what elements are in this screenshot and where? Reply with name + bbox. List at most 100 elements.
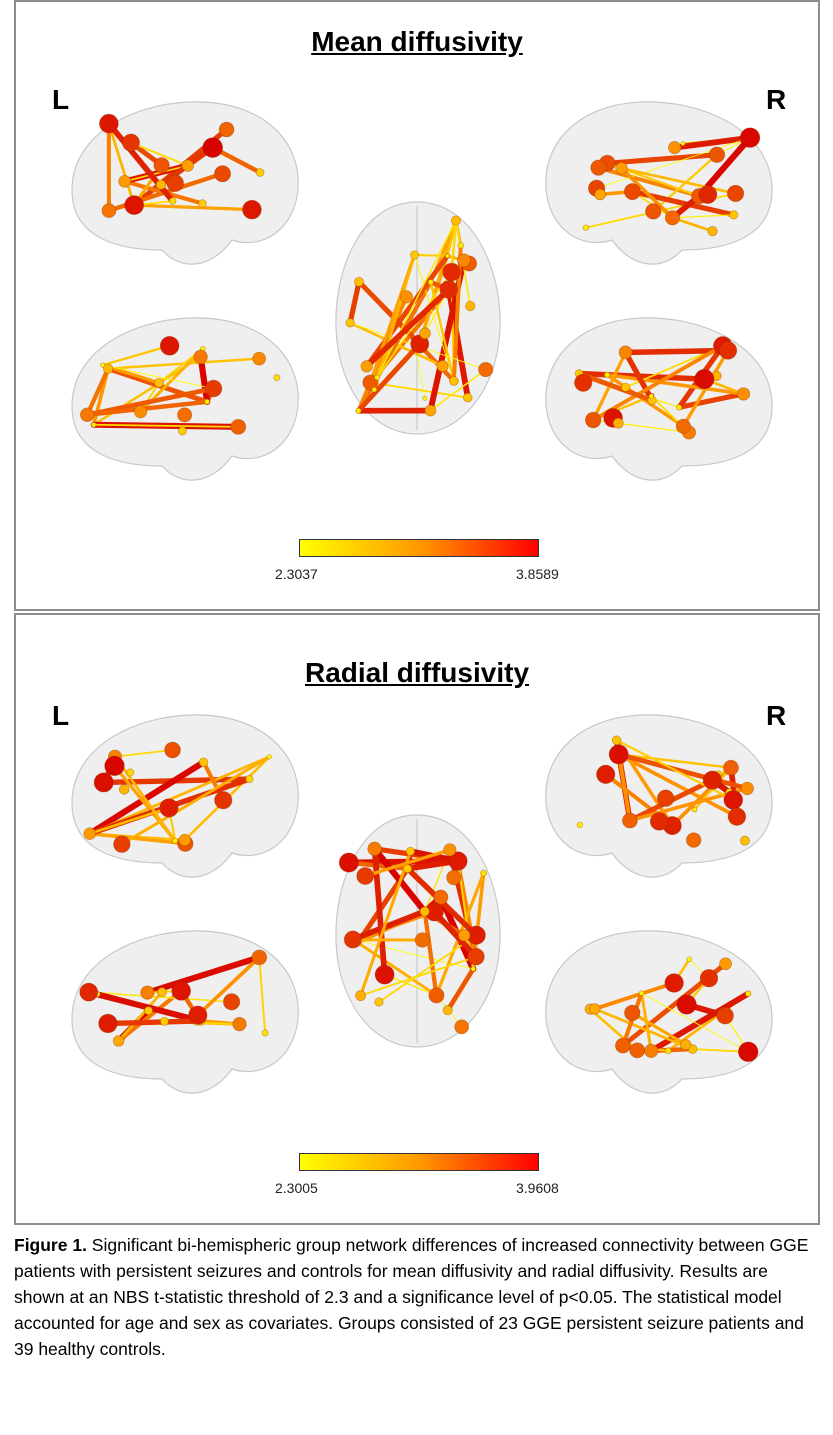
network-edge [445,966,476,1013]
network-node [675,404,683,411]
network-edge [413,253,449,257]
network-node [443,843,457,857]
network-node [480,869,488,877]
network-node [90,421,97,428]
network-edge [593,1007,694,1051]
network-edge [105,1018,204,1027]
network-node [230,418,247,435]
network-node [242,199,262,220]
brain-network-views [71,101,773,481]
network-node [374,997,384,1007]
network-node [140,985,155,1000]
network-edge [640,991,653,1053]
network-node [232,1016,247,1032]
network-edge [596,165,702,199]
network-node [362,374,379,391]
network-node [467,947,485,966]
network-edge [85,366,111,417]
network-edge [616,752,750,791]
network-node [360,360,373,373]
network-node [156,987,167,998]
network-node [686,956,693,963]
network-node [428,987,445,1004]
network-node [261,1029,269,1037]
network-edge [364,253,450,369]
network-node [367,841,382,856]
network-edge [88,991,233,1003]
colorbar-max-label: 3.9608 [516,1180,559,1196]
caption-text: Significant bi-hemispheric group network… [14,1235,809,1359]
network-node [222,993,241,1011]
network-node [457,253,471,268]
network-node [457,929,471,942]
axial-network [338,841,488,1035]
network-node [439,280,459,299]
network-node [594,188,606,201]
network-edge [422,909,439,998]
network-node [399,290,413,304]
network-node [442,1005,453,1016]
network-node [118,174,132,188]
left-lateral-network [99,113,265,220]
network-node [727,807,747,826]
network-node [675,418,691,434]
network-node [424,404,437,417]
network-node [83,827,97,840]
network-node [478,361,494,378]
network-node [214,165,232,183]
panel-title: Radial diffusivity [304,657,530,688]
network-edge [619,166,675,220]
network-edge [446,219,458,258]
network-node [679,1038,692,1051]
network-node [718,341,738,360]
axial-network [345,215,494,417]
network-edge [114,749,174,758]
network-edge [359,955,477,997]
network-node [153,157,170,174]
network-node [164,741,181,759]
network-node [433,889,449,905]
network-node [171,981,191,1001]
network-edge [591,343,725,423]
network-edge [123,164,189,183]
network-node [414,932,430,948]
network-node [576,821,584,829]
right-hemisphere-label: R [766,700,787,731]
network-node [582,224,590,231]
network-edge [355,341,423,414]
network-node [355,407,362,414]
network-node [664,1047,672,1055]
right-lateral-network [582,127,761,237]
network-node [448,851,468,871]
brain-network-views [71,714,773,1094]
network-node [694,369,715,390]
network-node [596,764,616,784]
network-node [729,210,739,220]
network-edge [356,941,438,997]
network-node [102,363,114,374]
network-node [155,179,167,190]
network-node [454,1019,470,1035]
colorbar-min-label: 2.3005 [275,1180,318,1196]
network-node [574,373,593,392]
network-node [707,225,718,237]
network-node [172,837,179,844]
network-node [79,407,95,423]
colorbar [299,539,539,557]
network-edge [604,152,720,166]
network-node [202,137,223,158]
network-node [218,121,235,138]
network-node [648,393,655,399]
right-medial-brain [545,317,773,481]
network-node [638,990,645,997]
network-node [251,949,268,966]
network-node [419,906,430,917]
left-hemisphere-label: L [52,700,70,731]
network-edge [671,214,735,219]
network-node [608,744,629,765]
network-edge [376,219,457,379]
network-edge [144,954,263,996]
network-node [618,345,633,360]
network-node [113,835,131,853]
network-edge [630,1011,688,1047]
